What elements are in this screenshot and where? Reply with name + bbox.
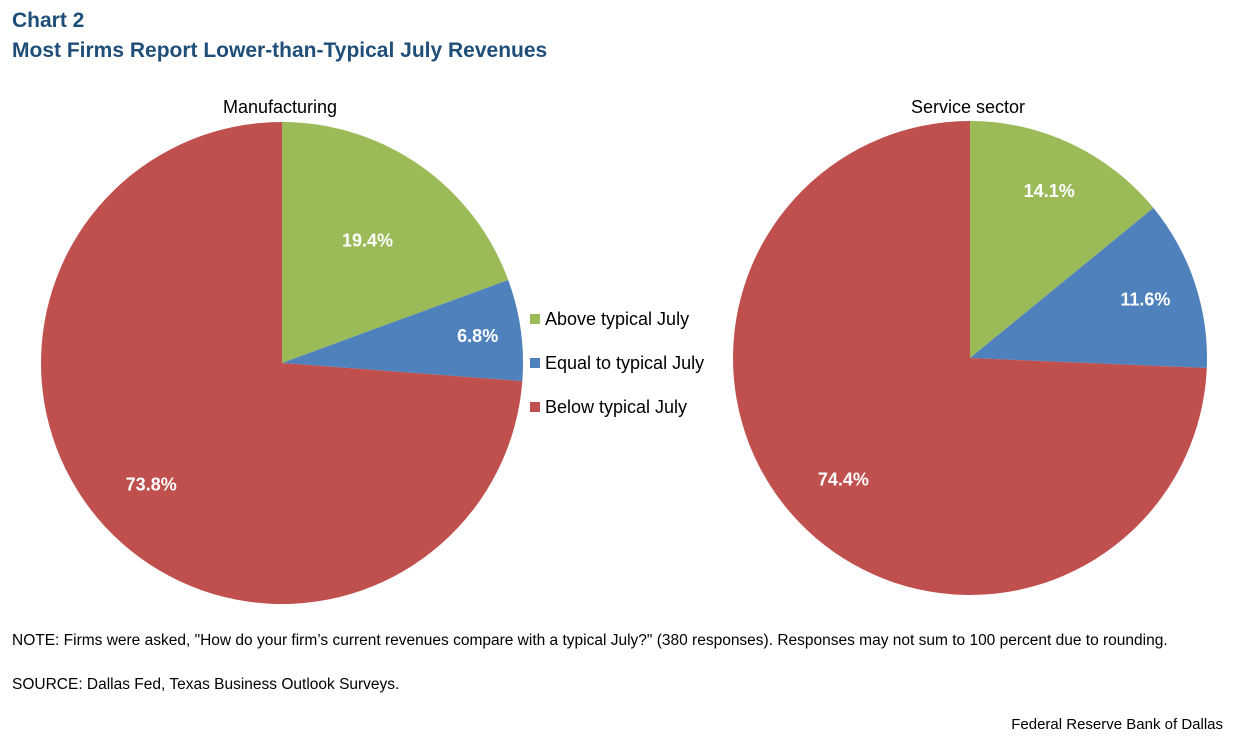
legend-swatch-above [530,314,540,324]
data-label-above: 14.1% [1024,181,1075,201]
data-label-equal: 11.6% [1120,290,1170,310]
pie-slice-above [970,121,1154,358]
chart-note: NOTE: Firms were asked, "How do your fir… [12,632,1168,649]
pie-title: Manufacturing [223,97,337,117]
chart-label: Chart 2 [12,9,85,32]
chart-source: SOURCE: Dallas Fed, Texas Business Outlo… [12,676,400,693]
pie-chart-service-sector: 14.1% 11.6% 74.4% Service sector [733,97,1208,595]
pie-slice-above [282,122,509,363]
legend-item-below: Below typical July [530,396,704,418]
legend-swatch-equal [530,358,540,368]
data-label-above: 19.4% [342,231,393,251]
legend-swatch-below [530,402,540,412]
legend-item-above: Above typical July [530,308,704,330]
legend: Above typical July Equal to typical July… [530,308,704,440]
pie-chart-manufacturing: 19.4% 6.8% 73.8% Manufacturing [41,97,524,605]
legend-label-below: Below typical July [545,396,688,417]
data-label-equal: 6.8% [457,326,498,346]
data-label-below: 73.8% [126,474,177,494]
pie-slice-below [733,121,1207,595]
pie-charts: 19.4% 6.8% 73.8% Manufacturing 14.1% 11.6% 74… [41,97,1208,605]
legend-label-equal: Equal to typical July [545,352,705,373]
legend-label-above: Above typical July [545,308,690,329]
pie-slice-below [41,122,523,605]
legend-item-equal: Equal to typical July [530,352,704,374]
data-label-below: 74.4% [818,469,869,489]
pie-slice-equal [282,279,524,382]
pie-slice-equal [970,207,1208,369]
pie-title: Service sector [911,97,1025,117]
chart-credit: Federal Reserve Bank of Dallas [1011,716,1223,733]
chart-title: Most Firms Report Lower-than-Typical Jul… [12,39,548,62]
